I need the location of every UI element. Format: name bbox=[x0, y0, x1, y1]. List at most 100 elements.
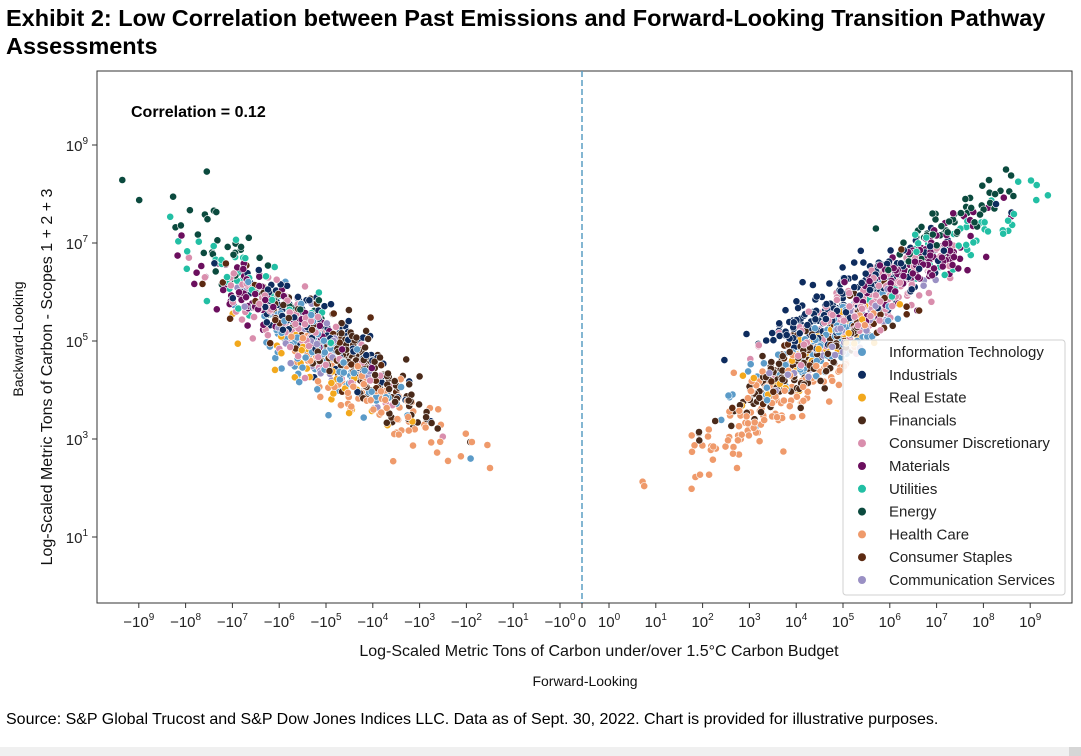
data-point bbox=[828, 342, 837, 351]
data-point bbox=[307, 310, 316, 319]
data-point bbox=[239, 265, 248, 273]
legend-marker bbox=[858, 348, 866, 356]
data-point bbox=[329, 309, 338, 318]
data-point bbox=[234, 304, 243, 313]
data-point bbox=[911, 230, 920, 239]
data-point bbox=[244, 233, 253, 242]
legend-box bbox=[842, 339, 1066, 596]
data-point bbox=[831, 351, 839, 359]
data-point bbox=[780, 396, 788, 405]
data-point bbox=[724, 436, 732, 445]
data-point bbox=[364, 334, 372, 343]
data-point bbox=[838, 263, 847, 272]
data-point bbox=[1032, 181, 1041, 189]
scrollbar-thumb[interactable] bbox=[1069, 747, 1081, 756]
data-point bbox=[769, 387, 778, 396]
data-point bbox=[176, 221, 185, 230]
data-point bbox=[294, 292, 302, 301]
data-point bbox=[190, 279, 199, 288]
data-point bbox=[221, 259, 230, 268]
data-point bbox=[244, 277, 253, 286]
data-point bbox=[199, 248, 208, 257]
data-point bbox=[272, 275, 281, 284]
data-point bbox=[941, 239, 950, 248]
data-point bbox=[1010, 210, 1018, 218]
legend-marker bbox=[858, 553, 866, 562]
data-point bbox=[963, 266, 972, 275]
data-point bbox=[856, 246, 865, 255]
data-point bbox=[118, 176, 127, 184]
data-point bbox=[242, 293, 250, 302]
data-point bbox=[277, 349, 286, 358]
data-point bbox=[384, 369, 392, 378]
data-point bbox=[800, 340, 808, 349]
data-point bbox=[866, 285, 874, 294]
data-point bbox=[688, 447, 696, 456]
data-point bbox=[391, 397, 399, 406]
data-point bbox=[194, 237, 203, 246]
data-point bbox=[744, 419, 752, 428]
horizontal-scrollbar[interactable] bbox=[0, 747, 1081, 756]
data-point bbox=[928, 209, 937, 218]
y-axis-subtitle: Backward-Looking bbox=[10, 281, 26, 396]
data-point bbox=[914, 273, 922, 282]
x-tick-label: 100 bbox=[598, 612, 621, 631]
data-point bbox=[825, 397, 834, 406]
data-point bbox=[907, 285, 916, 294]
data-point bbox=[436, 437, 445, 446]
data-point bbox=[984, 227, 992, 236]
data-point bbox=[433, 424, 442, 433]
data-point bbox=[337, 329, 346, 338]
data-point bbox=[248, 334, 257, 343]
data-point bbox=[226, 314, 234, 323]
data-point bbox=[243, 321, 252, 330]
data-point bbox=[915, 306, 923, 315]
data-point bbox=[183, 247, 192, 256]
data-point bbox=[486, 464, 494, 472]
data-point bbox=[780, 386, 789, 395]
data-point bbox=[945, 217, 953, 226]
data-point bbox=[746, 360, 755, 369]
data-point bbox=[966, 232, 975, 240]
x-tick-label: 102 bbox=[691, 612, 714, 631]
data-point bbox=[782, 331, 791, 339]
data-point bbox=[344, 317, 353, 325]
source-note: Source: S&P Global Trucost and S&P Dow J… bbox=[6, 711, 939, 728]
data-point bbox=[271, 365, 279, 374]
legend-item-label: Energy bbox=[889, 504, 937, 521]
data-point bbox=[858, 304, 866, 313]
x-tick-label: 108 bbox=[972, 612, 995, 631]
data-point bbox=[390, 377, 399, 386]
legend-item-label: Consumer Staples bbox=[889, 549, 1012, 566]
data-point bbox=[857, 278, 866, 287]
data-point bbox=[286, 359, 295, 368]
data-point bbox=[781, 306, 790, 315]
data-point bbox=[911, 257, 919, 266]
data-point bbox=[747, 387, 755, 395]
data-point bbox=[433, 448, 441, 457]
y-tick-label: 109 bbox=[66, 136, 89, 155]
data-point bbox=[840, 278, 849, 286]
x-axis-subtitle: Forward-Looking bbox=[532, 673, 637, 689]
data-point bbox=[1002, 165, 1010, 174]
data-point bbox=[297, 346, 306, 355]
data-point bbox=[845, 289, 853, 298]
data-point bbox=[828, 311, 837, 319]
data-point bbox=[361, 343, 369, 352]
legend-item-label: Health Care bbox=[889, 526, 969, 543]
data-point bbox=[325, 367, 334, 375]
data-point bbox=[193, 230, 202, 239]
data-point bbox=[835, 366, 844, 375]
data-point bbox=[254, 266, 263, 274]
data-point bbox=[999, 193, 1008, 202]
data-point bbox=[291, 320, 300, 328]
data-point bbox=[816, 376, 825, 385]
data-point bbox=[724, 391, 733, 400]
data-point bbox=[344, 306, 353, 314]
data-point bbox=[884, 266, 893, 274]
x-tick-label: −106 bbox=[264, 612, 295, 631]
data-point bbox=[925, 289, 933, 297]
data-point bbox=[290, 373, 299, 382]
x-tick-label: −101 bbox=[498, 612, 529, 631]
data-point bbox=[822, 300, 831, 308]
